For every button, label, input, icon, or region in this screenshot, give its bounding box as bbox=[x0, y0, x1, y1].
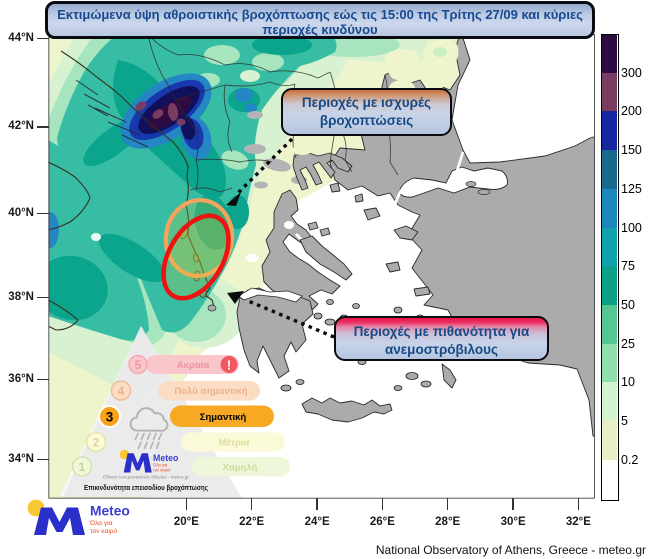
svg-text:Πολύ σημαντική: Πολύ σημαντική bbox=[174, 386, 247, 397]
svg-text:Όλα για: Όλα για bbox=[89, 520, 113, 527]
svg-text:Εθνικό Αστεροσκοπείο Αθηνών -: Εθνικό Αστεροσκοπείο Αθηνών - meteo.gr bbox=[103, 474, 189, 480]
svg-text:Meteo: Meteo bbox=[90, 504, 130, 519]
svg-text:τον καιρό: τον καιρό bbox=[153, 468, 171, 473]
svg-text:Ακραία: Ακραία bbox=[177, 360, 210, 371]
svg-text:Σημαντική: Σημαντική bbox=[200, 412, 247, 423]
svg-text:!: ! bbox=[227, 359, 231, 373]
svg-text:Όλα για: Όλα για bbox=[152, 463, 168, 468]
svg-text:5: 5 bbox=[135, 358, 142, 372]
svg-text:Μέτρια: Μέτρια bbox=[219, 438, 250, 449]
svg-text:Meteo: Meteo bbox=[153, 453, 179, 463]
svg-text:τον καιρό: τον καιρό bbox=[90, 527, 118, 535]
svg-text:2: 2 bbox=[93, 436, 100, 450]
svg-text:4: 4 bbox=[118, 384, 125, 398]
svg-text:Χαμηλή: Χαμηλή bbox=[223, 463, 258, 474]
svg-text:1: 1 bbox=[79, 460, 86, 474]
svg-text:3: 3 bbox=[106, 410, 114, 425]
svg-text:Επικινδυνότητα επεισοδίου βροχ: Επικινδυνότητα επεισοδίου βροχόπτωσης bbox=[84, 483, 208, 492]
